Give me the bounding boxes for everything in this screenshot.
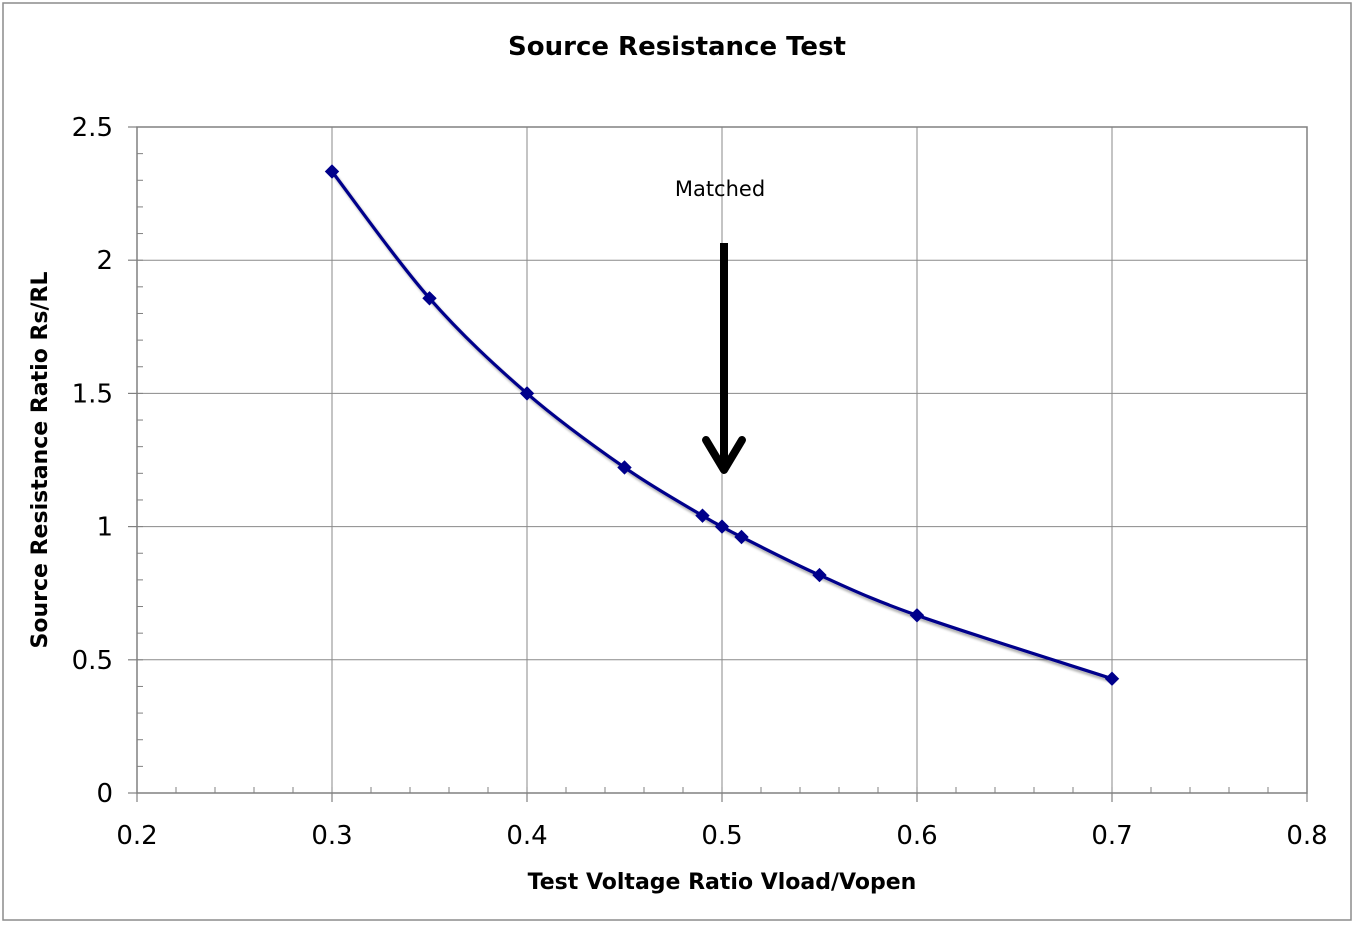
data-point-marker [734, 529, 749, 545]
x-tick-label: 0.2 [116, 821, 157, 851]
y-tick-label: 1.5 [72, 379, 113, 409]
data-point-marker [695, 508, 710, 523]
y-tick-label: 1 [96, 513, 113, 543]
matched-annotation: Matched [675, 177, 765, 201]
x-tick-label: 0.4 [506, 821, 547, 851]
x-tick-label: 0.5 [701, 821, 742, 851]
y-axis-title: Source Resistance Ratio Rs/RL [28, 272, 53, 649]
x-tick-labels: 0.2 0.3 0.4 0.5 0.6 0.7 0.8 [116, 821, 1327, 851]
data-point-marker [324, 164, 340, 179]
data-point-marker [909, 608, 925, 623]
y-tick-label: 0 [96, 779, 113, 809]
series-line [330, 170, 1113, 681]
x-tick-label: 0.8 [1286, 821, 1327, 851]
data-point-marker [519, 386, 535, 401]
series-group [324, 164, 1120, 686]
x-tick-label: 0.3 [311, 821, 352, 851]
data-point-marker [1104, 671, 1120, 686]
data-point-marker [422, 291, 437, 306]
matched-arrow [702, 243, 746, 474]
chart-title: Source Resistance Test [508, 32, 846, 62]
data-point-marker [812, 567, 827, 583]
plot-area [136, 126, 1308, 794]
y-tick-label: 2.5 [72, 113, 113, 143]
data-point-marker [714, 519, 730, 534]
y-tick-label: 2 [96, 246, 113, 276]
annotation-group: Matched [675, 177, 765, 474]
y-tick-labels: 0 0.5 1 1.5 2 2.5 [72, 113, 113, 809]
data-point-marker [617, 460, 632, 475]
x-axis-title: Test Voltage Ratio Vload/Vopen [528, 870, 917, 895]
x-tick-label: 0.6 [896, 821, 937, 851]
y-tick-label: 0.5 [72, 646, 113, 676]
minor-ticks [128, 126, 1308, 802]
x-tick-label: 0.7 [1091, 821, 1132, 851]
